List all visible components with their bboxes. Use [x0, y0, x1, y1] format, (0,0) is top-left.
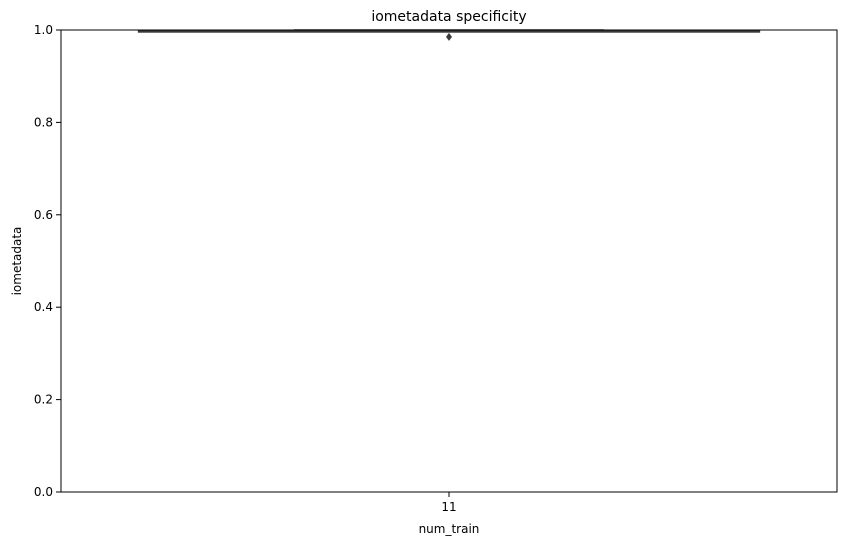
- y-tick-label: 0.6: [34, 208, 53, 222]
- x-axis: 11: [441, 492, 457, 514]
- y-tick-label: 0.2: [34, 393, 53, 407]
- plot-area: [137, 29, 761, 41]
- y-axis-label: iometadata: [10, 227, 24, 296]
- axes-frame: [60, 29, 838, 493]
- box-group: [137, 29, 761, 41]
- y-tick-label: 0.0: [34, 485, 53, 499]
- x-axis-label: num_train: [419, 522, 480, 536]
- y-axis: 0.0 0.2 0.4 0.6 0.8 1.0: [34, 23, 61, 499]
- outlier-point: [446, 32, 452, 41]
- y-tick-label: 1.0: [34, 23, 53, 37]
- y-tick-label: 0.4: [34, 300, 53, 314]
- chart-title: iometadata specificity: [371, 9, 526, 25]
- y-tick-label: 0.8: [34, 115, 53, 129]
- x-tick-label: 11: [441, 500, 456, 514]
